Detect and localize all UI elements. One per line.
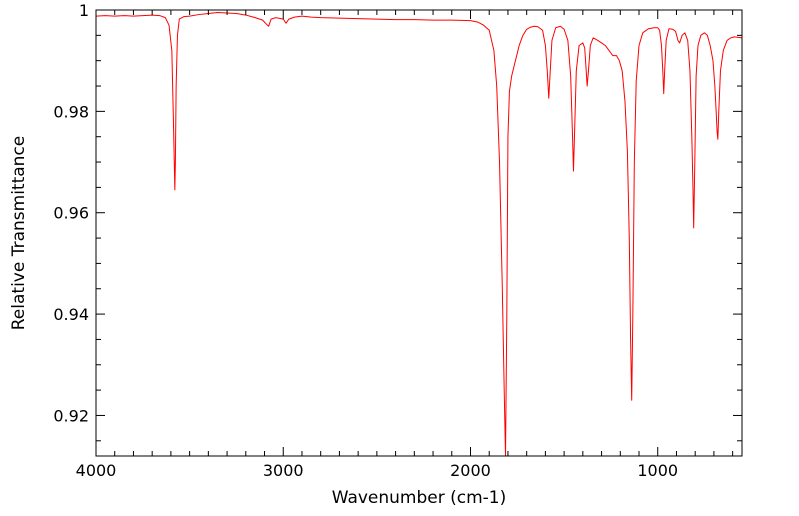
x-tick-label: 4000 (76, 461, 117, 480)
y-tick-label: 0.94 (53, 305, 89, 324)
x-tick-label: 3000 (263, 461, 304, 480)
y-tick-label: 1 (79, 1, 89, 20)
series-line-spectrum (96, 12, 742, 456)
series-layer (96, 12, 742, 456)
y-tick-label: 0.96 (53, 204, 89, 223)
x-axis-title: Wavenumber (cm-1) (332, 488, 507, 508)
x-tick-label: 1000 (637, 461, 678, 480)
y-tick-label: 0.92 (53, 406, 89, 425)
x-tick-label: 2000 (450, 461, 491, 480)
y-axis-title: Relative Transmittance (9, 136, 29, 331)
axes-layer: 4000 3000 2000 1000 0.92 0.94 0.96 0.98 1 (53, 1, 743, 480)
plot-frame (95, 9, 743, 457)
y-tick-label: 0.98 (53, 102, 89, 121)
